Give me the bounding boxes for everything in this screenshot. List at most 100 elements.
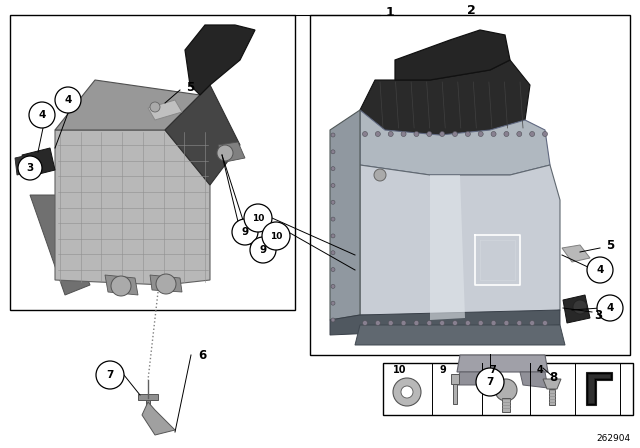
Polygon shape xyxy=(562,245,590,262)
Polygon shape xyxy=(15,155,30,175)
Polygon shape xyxy=(455,372,485,385)
Circle shape xyxy=(414,320,419,326)
Polygon shape xyxy=(563,295,590,323)
Circle shape xyxy=(156,274,176,294)
Circle shape xyxy=(414,132,419,137)
Circle shape xyxy=(401,132,406,137)
Polygon shape xyxy=(330,310,560,335)
Text: 5: 5 xyxy=(186,81,194,94)
Circle shape xyxy=(217,145,233,161)
Text: 4: 4 xyxy=(606,303,614,313)
Text: 7: 7 xyxy=(486,377,493,387)
Circle shape xyxy=(331,217,335,221)
Polygon shape xyxy=(22,148,55,177)
Text: 262904: 262904 xyxy=(596,434,630,443)
Circle shape xyxy=(597,295,623,321)
Circle shape xyxy=(362,320,367,326)
Circle shape xyxy=(111,276,131,296)
Text: 9: 9 xyxy=(259,245,267,255)
Circle shape xyxy=(440,320,445,326)
Circle shape xyxy=(543,320,547,326)
Text: 3: 3 xyxy=(594,309,602,322)
Polygon shape xyxy=(55,130,210,285)
Polygon shape xyxy=(150,275,182,292)
Text: 7: 7 xyxy=(490,365,497,375)
Bar xyxy=(502,398,510,412)
Circle shape xyxy=(440,132,445,137)
Circle shape xyxy=(331,318,335,322)
Polygon shape xyxy=(330,110,360,320)
Text: 10: 10 xyxy=(393,365,407,375)
Polygon shape xyxy=(360,165,560,320)
Circle shape xyxy=(573,300,587,314)
Circle shape xyxy=(375,132,380,137)
Text: 7: 7 xyxy=(106,370,114,380)
Circle shape xyxy=(150,102,160,112)
Polygon shape xyxy=(218,142,245,162)
Circle shape xyxy=(331,200,335,204)
Text: 9: 9 xyxy=(241,227,248,237)
Circle shape xyxy=(262,222,290,250)
Polygon shape xyxy=(185,25,255,95)
Bar xyxy=(10,15,295,310)
Circle shape xyxy=(504,132,509,137)
Text: 1: 1 xyxy=(386,5,394,18)
Text: 10: 10 xyxy=(252,214,264,223)
Circle shape xyxy=(331,284,335,289)
Polygon shape xyxy=(543,379,561,389)
Circle shape xyxy=(427,320,432,326)
Polygon shape xyxy=(138,394,158,400)
Circle shape xyxy=(55,87,81,113)
Circle shape xyxy=(388,320,393,326)
Polygon shape xyxy=(165,85,240,185)
Circle shape xyxy=(491,132,496,137)
Polygon shape xyxy=(30,195,90,295)
Circle shape xyxy=(331,301,335,305)
Polygon shape xyxy=(430,175,465,320)
Text: 4: 4 xyxy=(536,365,543,375)
Circle shape xyxy=(530,320,534,326)
Circle shape xyxy=(331,167,335,171)
Circle shape xyxy=(375,320,380,326)
Circle shape xyxy=(18,156,42,180)
Polygon shape xyxy=(360,60,530,135)
Circle shape xyxy=(465,132,470,137)
Polygon shape xyxy=(142,402,175,435)
Text: 4: 4 xyxy=(596,265,604,275)
Text: 6: 6 xyxy=(198,349,206,362)
Bar xyxy=(310,15,630,355)
Circle shape xyxy=(465,320,470,326)
Circle shape xyxy=(452,320,458,326)
Circle shape xyxy=(250,237,276,263)
Text: 10: 10 xyxy=(270,232,282,241)
Bar xyxy=(383,363,633,415)
Text: 4: 4 xyxy=(64,95,72,105)
Circle shape xyxy=(331,251,335,255)
Circle shape xyxy=(476,368,504,396)
Circle shape xyxy=(331,234,335,238)
Bar xyxy=(549,389,555,405)
Circle shape xyxy=(232,219,258,245)
Polygon shape xyxy=(360,110,550,175)
Circle shape xyxy=(516,320,522,326)
Text: 4: 4 xyxy=(38,110,45,120)
Polygon shape xyxy=(520,372,548,388)
Polygon shape xyxy=(586,372,612,405)
Circle shape xyxy=(587,257,613,283)
Polygon shape xyxy=(457,355,548,372)
Circle shape xyxy=(491,320,496,326)
Text: 2: 2 xyxy=(467,4,476,17)
Circle shape xyxy=(401,386,413,398)
Polygon shape xyxy=(55,80,200,130)
Circle shape xyxy=(478,320,483,326)
Circle shape xyxy=(362,132,367,137)
Circle shape xyxy=(388,132,393,137)
Circle shape xyxy=(374,169,386,181)
Circle shape xyxy=(331,150,335,154)
Circle shape xyxy=(516,132,522,137)
Circle shape xyxy=(244,204,272,232)
Circle shape xyxy=(401,320,406,326)
Circle shape xyxy=(96,361,124,389)
Circle shape xyxy=(504,320,509,326)
Circle shape xyxy=(452,132,458,137)
